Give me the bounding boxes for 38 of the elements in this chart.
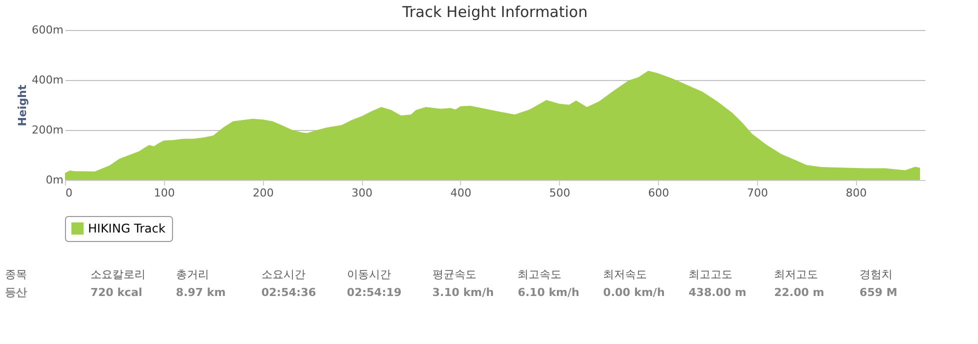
text: 02:54:19 <box>346 286 402 299</box>
text: 종목 <box>5 268 27 281</box>
chart-title: Track Height Information <box>401 3 588 21</box>
x-tick-label: 800 <box>846 186 867 200</box>
text: 438.00 m <box>688 286 746 299</box>
text: 최저속도 <box>603 268 648 281</box>
text: 720 kcal <box>90 286 142 299</box>
x-tick-label: 700 <box>746 186 768 200</box>
text: 최고고도 <box>688 268 733 281</box>
y-tick-label: 600m <box>32 24 64 36</box>
y-tick-label: 0m <box>46 174 64 186</box>
text: 최저고도 <box>774 268 818 281</box>
text: 소요칼로리 <box>90 268 146 281</box>
text: 평균속도 <box>432 268 476 281</box>
y-axis-title: Height <box>16 84 29 126</box>
text: 최고속도 <box>518 268 562 281</box>
x-tick-label: 0 <box>66 186 72 200</box>
text: 0.00 km/h <box>603 286 665 299</box>
x-tick-label: 300 <box>352 186 373 200</box>
y-tick-label: 200m <box>32 124 64 136</box>
text: 22.00 m <box>774 286 824 299</box>
text: 3.10 km/h <box>432 286 494 299</box>
x-tick-label: 200 <box>252 186 274 200</box>
text: 659 M <box>860 286 898 299</box>
text: 8.97 km <box>176 286 226 299</box>
x-tick-label: 100 <box>154 186 175 200</box>
x-tick-label: 400 <box>450 186 472 200</box>
y-tick-label: 400m <box>32 74 64 86</box>
text: 02:54:36 <box>261 286 316 299</box>
text: 소요시간 <box>261 268 306 281</box>
text: 6.10 km/h <box>518 286 580 299</box>
x-tick-label: 500 <box>549 186 570 200</box>
x-tick-label: 600 <box>648 186 670 200</box>
text: 경험치 <box>860 268 893 281</box>
text: 이동시간 <box>346 268 391 281</box>
text: 등산 <box>5 286 27 299</box>
legend-label: HIKING Track <box>88 222 166 236</box>
text: 총거리 <box>176 268 209 281</box>
